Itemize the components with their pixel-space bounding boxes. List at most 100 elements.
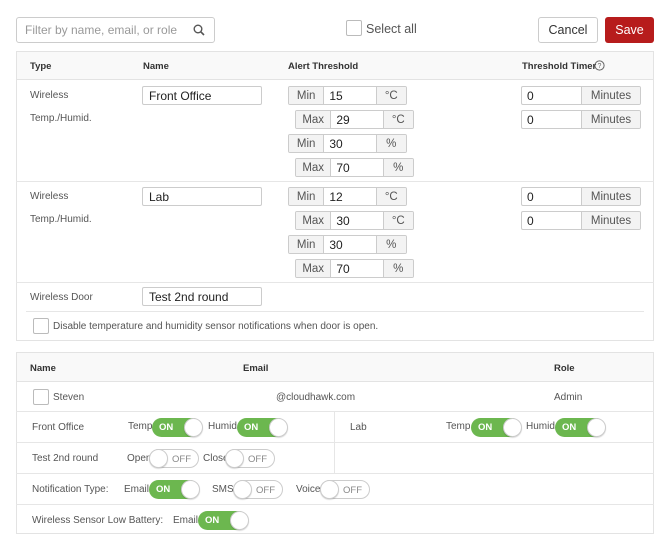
toggle-state: ON <box>159 422 174 433</box>
search-icon[interactable] <box>193 24 205 36</box>
max-label: Max <box>296 159 331 176</box>
percent-label: % <box>383 260 413 277</box>
search-placeholder: Filter by name, email, or role <box>25 23 178 37</box>
door-type: Wireless Door <box>30 292 93 303</box>
test-round-label: Test 2nd round <box>32 453 99 464</box>
search-input[interactable]: Filter by name, email, or role <box>16 17 215 43</box>
svg-text:?: ? <box>598 63 602 70</box>
percent-label: % <box>376 135 406 152</box>
sensors-header <box>16 51 654 80</box>
row1-name-input[interactable]: Front Office <box>142 86 262 105</box>
notify-sms-toggle[interactable]: OFF <box>233 480 283 499</box>
row2-hum-max-value[interactable]: 70 <box>330 260 384 277</box>
row2-hum-max[interactable]: Max 70 % <box>295 259 414 278</box>
front-office-temp-toggle[interactable]: ON <box>152 418 203 437</box>
help-icon[interactable]: ? <box>594 60 605 71</box>
row2-temp-min[interactable]: Min 12 °C <box>288 187 407 206</box>
row2-timer2-value[interactable]: 0 <box>522 212 583 229</box>
min-label: Min <box>289 236 324 253</box>
toggle-knob <box>320 480 339 499</box>
notification-type-label: Notification Type: <box>32 484 109 495</box>
divider <box>16 442 654 443</box>
low-battery-label: Wireless Sensor Low Battery: <box>32 515 164 526</box>
select-all-checkbox[interactable] <box>346 20 362 36</box>
row1-hum-max[interactable]: Max 70 % <box>295 158 414 177</box>
min-label: Min <box>289 188 324 205</box>
celsius-label: °C <box>376 87 406 104</box>
minutes-label: Minutes <box>582 188 640 205</box>
temp-label: Temp. <box>128 421 156 432</box>
toggle-knob <box>230 511 249 530</box>
toggle-knob <box>503 418 522 437</box>
celsius-label: °C <box>383 212 413 229</box>
toggle-knob <box>149 449 168 468</box>
row2-timer1[interactable]: 0 Minutes <box>521 187 641 206</box>
row1-temp-min-value[interactable]: 15 <box>323 87 377 104</box>
row2-temp-max-value[interactable]: 30 <box>330 212 384 229</box>
col-email: Email <box>243 363 269 374</box>
row1-hum-max-value[interactable]: 70 <box>330 159 384 176</box>
door-name-input[interactable]: Test 2nd round <box>142 287 262 306</box>
row2-type-line1: Wireless <box>30 191 69 202</box>
row2-temp-min-value[interactable]: 12 <box>323 188 377 205</box>
door-open-toggle[interactable]: OFF <box>149 449 199 468</box>
select-all-label: Select all <box>366 22 417 36</box>
row1-timer2[interactable]: 0 Minutes <box>521 110 641 129</box>
col-role: Role <box>554 363 575 374</box>
row2-timer2[interactable]: 0 Minutes <box>521 211 641 230</box>
row2-hum-min[interactable]: Min 30 % <box>288 235 407 254</box>
percent-label: % <box>383 159 413 176</box>
open-label: Open <box>127 453 152 464</box>
toggle-state: ON <box>156 484 171 495</box>
front-office-humid-toggle[interactable]: ON <box>237 418 288 437</box>
row1-temp-min[interactable]: Min 15 °C <box>288 86 407 105</box>
row1-timer1[interactable]: 0 Minutes <box>521 86 641 105</box>
lab-humid-toggle[interactable]: ON <box>555 418 606 437</box>
divider <box>16 181 654 182</box>
divider <box>16 504 654 505</box>
toggle-state: OFF <box>343 485 362 496</box>
toggle-state: ON <box>205 515 220 526</box>
toggle-state: OFF <box>256 485 275 496</box>
lab-temp-toggle[interactable]: ON <box>471 418 522 437</box>
col-alert-threshold: Alert Threshold <box>288 61 359 72</box>
toggle-state: OFF <box>248 454 267 465</box>
max-label: Max <box>296 212 331 229</box>
toggle-state: ON <box>562 422 577 433</box>
save-button[interactable]: Save <box>605 17 654 43</box>
row1-temp-max[interactable]: Max 29 °C <box>295 110 414 129</box>
col-threshold-timer: Threshold Timer <box>522 61 597 72</box>
row2-name-input[interactable]: Lab <box>142 187 262 206</box>
row2-temp-max[interactable]: Max 30 °C <box>295 211 414 230</box>
toggle-state: ON <box>478 422 493 433</box>
min-label: Min <box>289 87 324 104</box>
temp-label: Temp. <box>446 421 474 432</box>
row2-hum-min-value[interactable]: 30 <box>323 236 377 253</box>
toggle-knob <box>184 418 203 437</box>
col-user-name: Name <box>30 363 56 374</box>
notify-voice-toggle[interactable]: OFF <box>320 480 370 499</box>
toggle-knob <box>233 480 252 499</box>
user-email: @cloudhawk.com <box>276 392 356 403</box>
notify-email-toggle[interactable]: ON <box>149 480 200 499</box>
front-office-label: Front Office <box>32 422 85 433</box>
row1-hum-min-value[interactable]: 30 <box>323 135 377 152</box>
min-label: Min <box>289 135 324 152</box>
minutes-label: Minutes <box>582 87 640 104</box>
row2-timer1-value[interactable]: 0 <box>522 188 583 205</box>
row1-temp-max-value[interactable]: 29 <box>330 111 384 128</box>
toggle-knob <box>181 480 200 499</box>
row1-timer2-value[interactable]: 0 <box>522 111 583 128</box>
door-close-toggle[interactable]: OFF <box>225 449 275 468</box>
toggle-knob <box>269 418 288 437</box>
toggle-knob <box>225 449 244 468</box>
row1-timer1-value[interactable]: 0 <box>522 87 583 104</box>
cancel-button[interactable]: Cancel <box>538 17 598 43</box>
voice-label: Voice <box>296 484 321 495</box>
disable-notifications-checkbox[interactable] <box>33 318 49 334</box>
user-select-checkbox[interactable] <box>33 389 49 405</box>
col-name: Name <box>143 61 169 72</box>
row1-hum-min[interactable]: Min 30 % <box>288 134 407 153</box>
humid-label: Humid. <box>208 421 240 432</box>
low-battery-email-toggle[interactable]: ON <box>198 511 249 530</box>
